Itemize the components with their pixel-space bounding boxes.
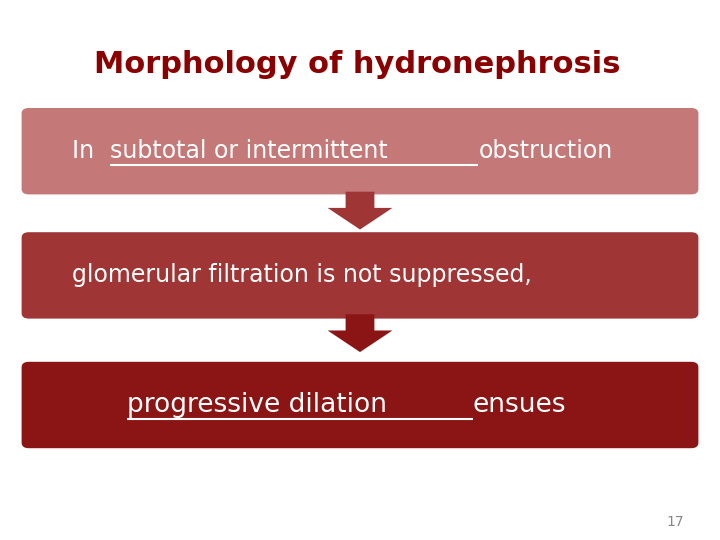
Text: 17: 17 — [667, 515, 684, 529]
Text: progressive dilation: progressive dilation — [127, 392, 395, 418]
Text: Morphology of hydronephrosis: Morphology of hydronephrosis — [94, 50, 620, 79]
Text: glomerular filtration is not suppressed,: glomerular filtration is not suppressed, — [72, 264, 532, 287]
Polygon shape — [328, 314, 392, 352]
Polygon shape — [328, 192, 392, 230]
Text: ensues: ensues — [473, 392, 567, 418]
FancyBboxPatch shape — [22, 362, 698, 448]
FancyBboxPatch shape — [22, 232, 698, 319]
Text: obstruction: obstruction — [478, 139, 613, 163]
Text: subtotal or intermittent: subtotal or intermittent — [110, 139, 395, 163]
FancyBboxPatch shape — [22, 108, 698, 194]
Text: In: In — [72, 139, 102, 163]
